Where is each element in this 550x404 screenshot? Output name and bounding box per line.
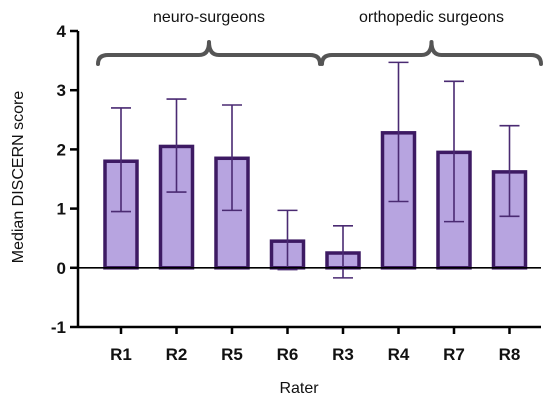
x-tick-label-r4: R4 [388,345,410,364]
error-bars-layer [111,61,520,279]
y-tick-label: -1 [51,318,66,337]
x-axis-title: Rater [279,380,319,397]
group-braces: neuro-surgeons orthopedic surgeons [96,9,543,66]
y-tick-label: 3 [57,81,66,100]
x-tick-label-r1: R1 [110,345,132,364]
y-tick-label: 1 [57,200,66,219]
bars-layer [103,131,528,270]
group-label-2: orthopedic surgeons [359,9,504,26]
x-tick-label-r3: R3 [332,345,354,364]
y-tick-label: 2 [57,140,66,159]
y-axis-title: Median DISCERN score [10,91,27,264]
x-tick-label-r8: R8 [499,345,521,364]
y-axis: -1 0 1 2 3 4 [51,22,80,337]
x-tick-label-r5: R5 [221,345,243,364]
group-brace-1 [96,40,322,66]
x-tick-label-r6: R6 [277,345,299,364]
group-brace-2 [320,40,543,66]
group-label-1: neuro-surgeons [153,9,265,26]
y-tick-label: 4 [57,22,67,41]
x-tick-label-r7: R7 [443,345,465,364]
x-tick-label-r2: R2 [166,345,188,364]
zero-line-layer [78,266,541,329]
y-tick-label: 0 [57,259,66,278]
x-tick-labels: R1 R2 R5 R6 R3 R4 R7 R8 [110,327,520,364]
